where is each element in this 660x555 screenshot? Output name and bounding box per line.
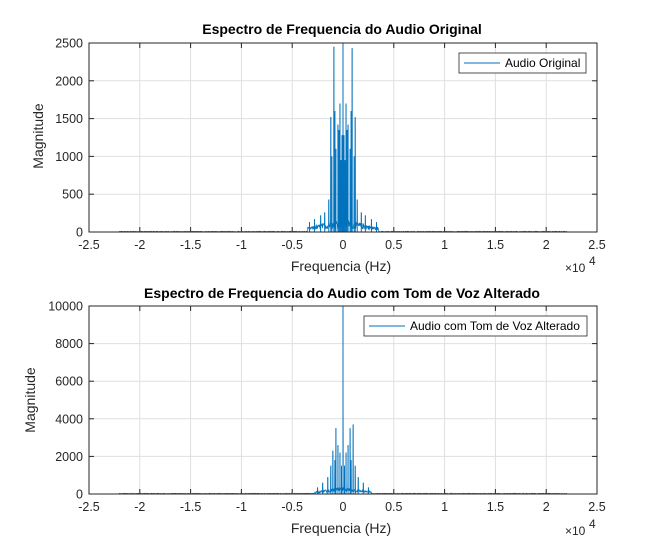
x-tick-label: 2.5	[588, 500, 605, 514]
y-tick-label: 8000	[55, 337, 83, 351]
y-tick-label: 6000	[55, 375, 83, 389]
x-tick-label: 0.5	[385, 500, 402, 514]
x-tick-label: -2.5	[78, 238, 100, 252]
x-tick-label: -1	[236, 500, 247, 514]
y-tick-label: 4000	[55, 412, 83, 426]
x-tick-label: 1.5	[487, 238, 504, 252]
x-tick-label: -0.5	[281, 238, 303, 252]
y-axis-label: Magnitude	[22, 367, 38, 433]
legend: Audio Original	[458, 52, 587, 74]
axes-box	[88, 305, 598, 495]
spectrum-altered-chart: Espectro de Frequencia do Audio com Tom …	[22, 285, 606, 538]
y-tick-label: 2000	[55, 74, 83, 88]
y-tick-label: 500	[62, 188, 83, 202]
y-tick-label: 10000	[48, 300, 83, 314]
x-exponent-label: ×10	[565, 261, 586, 275]
legend-label: Audio com Tom de Voz Alterado	[410, 319, 580, 333]
x-tick-label: -0.5	[281, 500, 303, 514]
chart-title: Espectro de Frequencia do Audio Original	[202, 21, 482, 37]
legend-box	[458, 52, 587, 74]
x-tick-label: -1.5	[180, 500, 202, 514]
y-tick-label: 1500	[55, 112, 83, 126]
x-tick-label: 1	[441, 238, 448, 252]
y-axis-label: Magnitude	[30, 103, 46, 169]
x-tick-label: 0	[340, 238, 347, 252]
legend-box	[363, 315, 588, 337]
x-tick-label: 0	[340, 500, 347, 514]
y-tick-label: 1000	[55, 150, 83, 164]
x-exponent-power: 4	[589, 517, 596, 531]
x-tick-label: 2	[543, 238, 550, 252]
y-tick-label: 0	[76, 226, 83, 240]
x-exponent-label: ×10	[565, 524, 586, 538]
legend-label: Audio Original	[505, 56, 580, 70]
x-tick-label: 2	[543, 500, 550, 514]
x-tick-label: -2	[134, 238, 145, 252]
legend: Audio com Tom de Voz Alterado	[363, 315, 588, 337]
y-tick-label: 0	[76, 488, 83, 502]
x-tick-label: 1	[441, 500, 448, 514]
x-tick-label: 2.5	[588, 238, 605, 252]
x-tick-label: 1.5	[487, 500, 504, 514]
y-tick-label: 2000	[55, 450, 83, 464]
chart-title: Espectro de Frequencia do Audio com Tom …	[144, 285, 540, 301]
x-exponent-power: 4	[589, 254, 596, 268]
x-tick-label: -1	[236, 238, 247, 252]
x-tick-label: -1.5	[180, 238, 202, 252]
x-tick-label: 0.5	[385, 238, 402, 252]
x-axis-label: Frequencia (Hz)	[291, 258, 391, 274]
x-tick-label: -2.5	[78, 500, 100, 514]
y-tick-label: 2500	[55, 37, 83, 51]
axes-box	[88, 42, 598, 233]
x-tick-label: -2	[134, 500, 145, 514]
x-axis-label: Frequencia (Hz)	[291, 520, 391, 536]
spectrum-original-chart: Espectro de Frequencia do Audio Original…	[30, 21, 606, 275]
